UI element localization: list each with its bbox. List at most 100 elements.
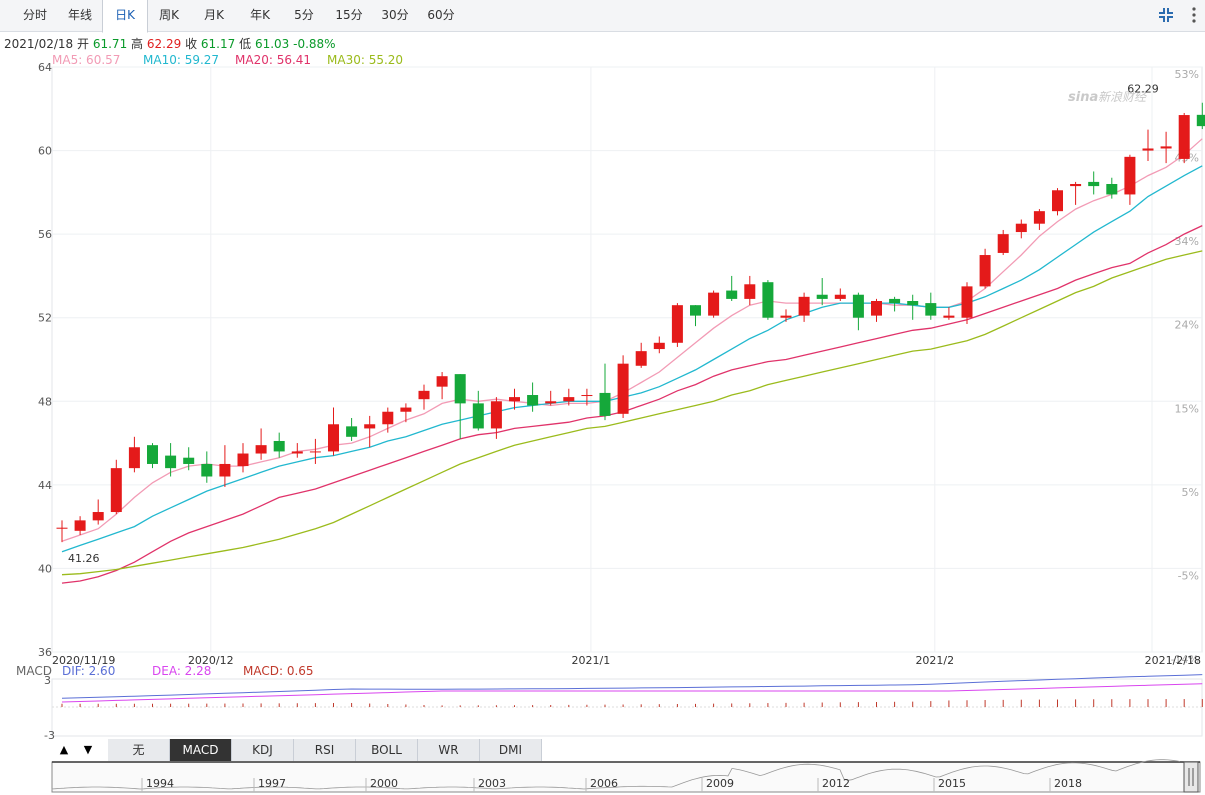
timeline-year-label: 2015 [938, 777, 966, 790]
candle-body [889, 298, 901, 304]
tab-yearly-k[interactable]: 年K [250, 8, 270, 22]
candle [273, 432, 285, 458]
indicator-macd[interactable]: MACD [170, 739, 232, 761]
y-tick-label: 52 [38, 312, 52, 325]
pct-tick-label: -5% [1178, 569, 1199, 582]
timeline-year-label: 2009 [706, 777, 734, 790]
candle [708, 290, 720, 318]
low-label: 低 [239, 37, 252, 51]
candle [599, 363, 611, 421]
candle-body [418, 390, 430, 400]
candle [563, 388, 575, 406]
tab-daily-k[interactable]: 日K [102, 0, 148, 33]
candle [128, 436, 140, 473]
candle-body [635, 351, 647, 366]
candle [762, 280, 774, 320]
timeline-year-label: 2012 [822, 777, 850, 790]
ma20-legend: MA20: 56.41 [235, 53, 312, 67]
candle-body [147, 445, 158, 464]
candle-body [599, 392, 611, 416]
tab-weekly-k[interactable]: 周K [159, 8, 179, 22]
candle-body [834, 294, 846, 299]
candle [1033, 209, 1045, 230]
pct-tick-label: 15% [1175, 402, 1199, 415]
high-label: 高 [131, 37, 144, 51]
next-indicator-button[interactable]: ▼ [83, 743, 93, 756]
y-tick-label: 36 [38, 646, 52, 659]
more-vertical-icon[interactable] [1183, 4, 1205, 26]
candle-body [545, 401, 557, 404]
tab-year-line[interactable]: 年线 [67, 8, 92, 22]
macd-frame [51, 678, 1203, 737]
candle [671, 303, 683, 347]
candle-body [563, 397, 575, 402]
candle-body [92, 512, 104, 521]
y-tick-label: 60 [38, 145, 52, 158]
timeline-year-label: 2006 [590, 777, 618, 790]
candle-body [527, 395, 539, 406]
candle-body [925, 303, 937, 316]
candle [472, 390, 484, 431]
candle [509, 388, 520, 410]
indicator-wr[interactable]: WR [418, 739, 480, 761]
candle [545, 390, 557, 406]
open-value: 61.71 [92, 37, 128, 51]
pct-tick-label: 5% [1182, 486, 1199, 499]
candle-body [255, 445, 267, 454]
candle [1196, 102, 1205, 130]
candle-body [1070, 184, 1082, 187]
quote-date: 2021/02/18 [4, 37, 74, 51]
candle-body [653, 342, 665, 350]
candle [237, 443, 249, 473]
candle [490, 397, 502, 439]
candle [816, 278, 828, 306]
candle [798, 292, 810, 322]
candle [690, 305, 701, 327]
tab-15min[interactable]: 15分 [335, 8, 363, 22]
candle [418, 384, 430, 410]
tab-5min[interactable]: 5分 [294, 8, 314, 22]
ma-line-ma5 [61, 138, 1203, 542]
shrink-icon[interactable] [1155, 4, 1177, 26]
high-price-label: 62.29 [1127, 83, 1159, 96]
candle-body [183, 457, 195, 464]
y-tick-label: 44 [38, 479, 52, 492]
indicator-none[interactable]: 无 [108, 739, 170, 761]
x-tick-label: 2021/2/18 [1145, 654, 1201, 667]
pct-tick-label: 34% [1175, 235, 1199, 248]
candle [165, 443, 177, 477]
candle [364, 415, 376, 448]
candle-body [472, 403, 484, 429]
candle [201, 451, 213, 483]
tab-60min[interactable]: 60分 [427, 8, 455, 22]
candle [92, 499, 104, 525]
indicator-dmi[interactable]: DMI [480, 739, 542, 761]
timeline-sparkline [51, 759, 1181, 790]
candle-body [726, 290, 738, 299]
sina-logo: sina [1068, 90, 1098, 105]
candle [328, 407, 339, 456]
watermark-text: 新浪财经 [1098, 90, 1148, 104]
indicator-kdj[interactable]: KDJ [232, 739, 294, 761]
candle-body [762, 282, 774, 318]
candle [726, 275, 738, 301]
x-tick-label: 2021/1 [572, 654, 611, 667]
tab-monthly-k[interactable]: 月K [204, 8, 224, 22]
prev-indicator-button[interactable]: ▲ [59, 743, 69, 756]
candle-body [1015, 223, 1027, 233]
candle [943, 307, 955, 320]
candle-body [1088, 181, 1100, 187]
timeline-range-handle[interactable] [1183, 761, 1199, 793]
tab-intraday[interactable]: 分时 [22, 8, 47, 22]
indicator-rsi[interactable]: RSI [294, 739, 356, 761]
candle-body [201, 463, 213, 477]
candle-body [907, 301, 919, 306]
indicator-boll[interactable]: BOLL [356, 739, 418, 761]
low-value: 61.03 [254, 37, 290, 51]
candle [979, 248, 991, 289]
candle [454, 374, 466, 439]
macd-legend: MACD [16, 663, 52, 679]
candle-body [436, 376, 448, 387]
tab-30min[interactable]: 30分 [381, 8, 409, 22]
dif-line [61, 674, 1203, 699]
